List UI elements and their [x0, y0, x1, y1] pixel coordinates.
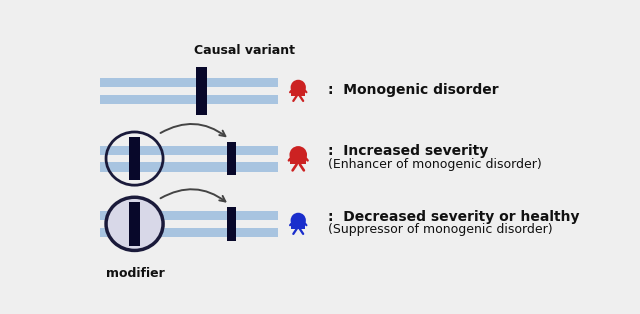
Bar [129, 202, 140, 246]
Bar [291, 88, 305, 95]
Bar [129, 137, 140, 180]
Bar [129, 202, 140, 246]
Ellipse shape [106, 197, 163, 251]
Text: (Enhancer of monogenic disorder): (Enhancer of monogenic disorder) [328, 158, 541, 171]
Ellipse shape [291, 80, 306, 95]
Bar [100, 211, 278, 220]
Bar [100, 162, 278, 172]
Bar [100, 95, 278, 104]
Ellipse shape [291, 213, 306, 228]
Text: (Suppressor of monogenic disorder): (Suppressor of monogenic disorder) [328, 223, 552, 236]
Bar [227, 207, 236, 241]
Bar [100, 228, 278, 237]
Text: :  Decreased severity or healthy: : Decreased severity or healthy [328, 210, 579, 224]
Bar [100, 145, 278, 155]
Text: :  Increased severity: : Increased severity [328, 144, 488, 158]
Bar [100, 78, 278, 87]
Bar [291, 221, 305, 229]
Bar [196, 67, 207, 115]
Text: :  Monogenic disorder: : Monogenic disorder [328, 83, 499, 97]
Ellipse shape [289, 146, 307, 164]
Text: Causal variant: Causal variant [193, 44, 294, 57]
Bar [290, 156, 307, 164]
Text: modifier: modifier [106, 268, 164, 280]
Bar [227, 142, 236, 176]
